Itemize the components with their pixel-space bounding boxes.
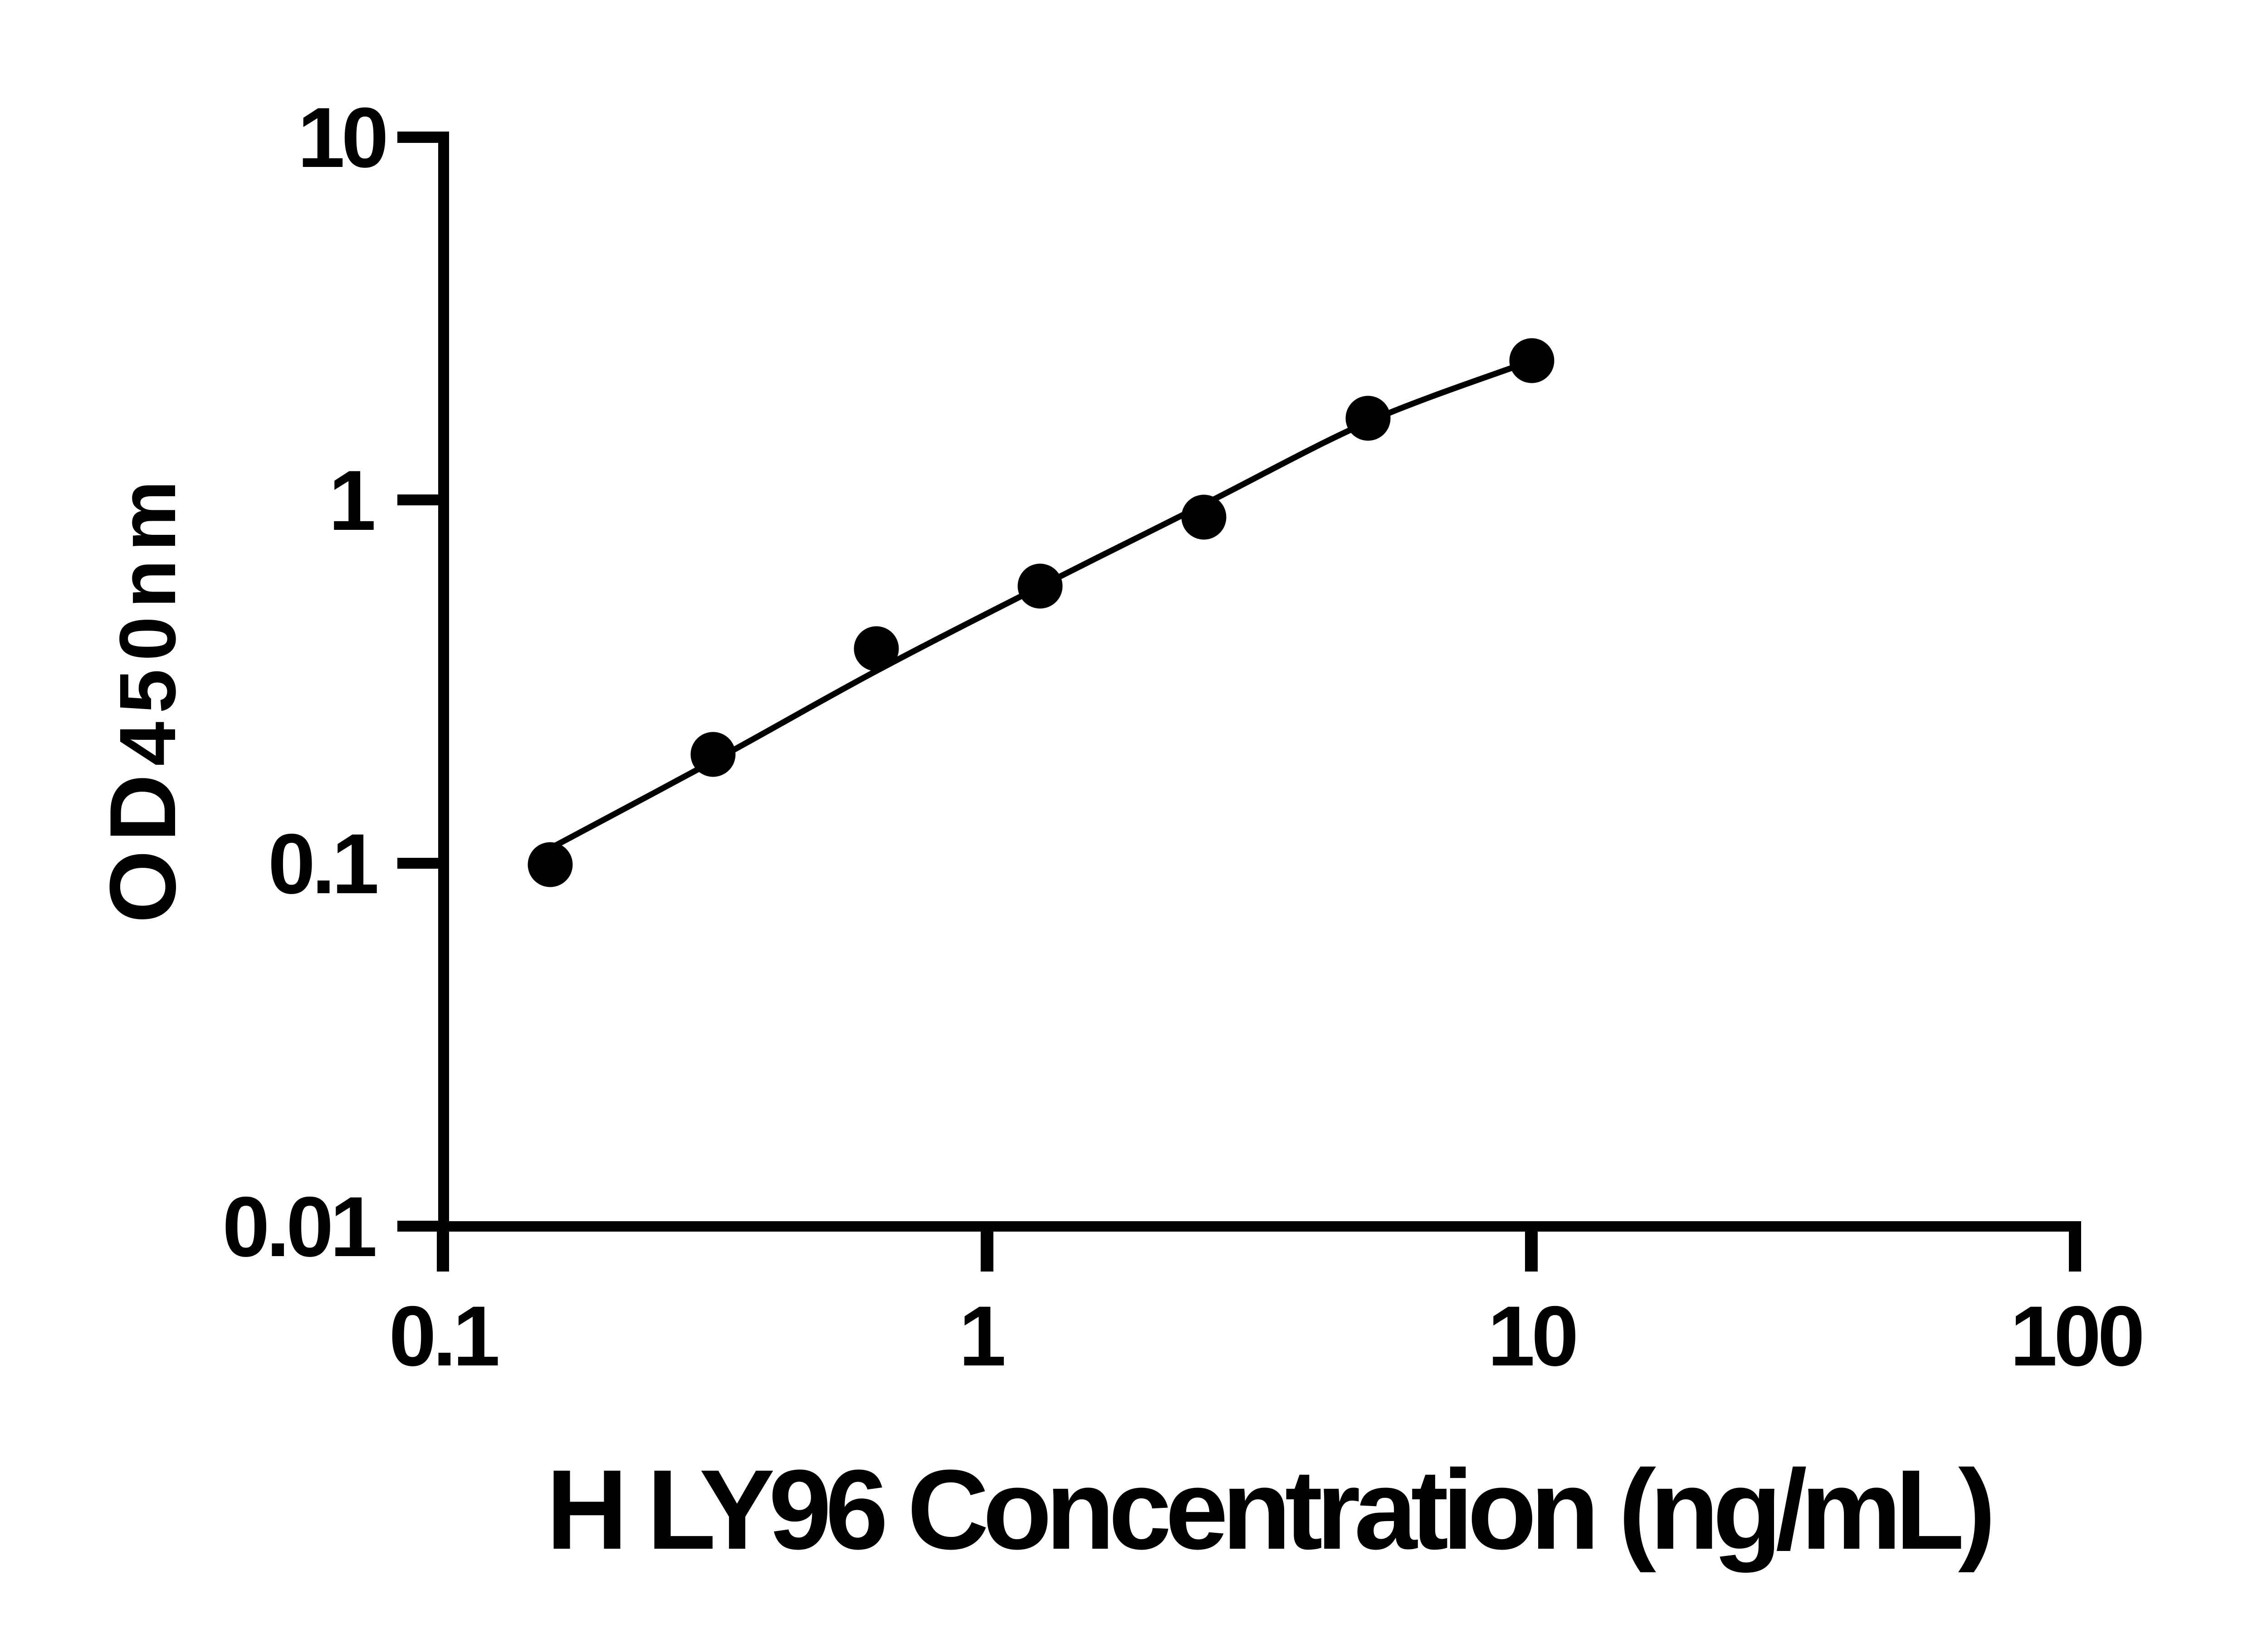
- svg-text:0.1: 0.1: [268, 816, 377, 911]
- svg-text:1: 1: [328, 453, 374, 548]
- svg-text:10: 10: [1487, 1288, 1575, 1384]
- svg-text:H LY96 Concentration (ng/mL): H LY96 Concentration (ng/mL): [546, 1446, 1990, 1573]
- svg-text:10: 10: [298, 90, 386, 185]
- svg-text:1: 1: [959, 1288, 1004, 1384]
- svg-text:0.01: 0.01: [222, 1179, 375, 1274]
- svg-text:OD450nm: OD450nm: [90, 472, 195, 923]
- svg-text:100: 100: [2010, 1288, 2141, 1384]
- svg-text:0.1: 0.1: [389, 1288, 498, 1384]
